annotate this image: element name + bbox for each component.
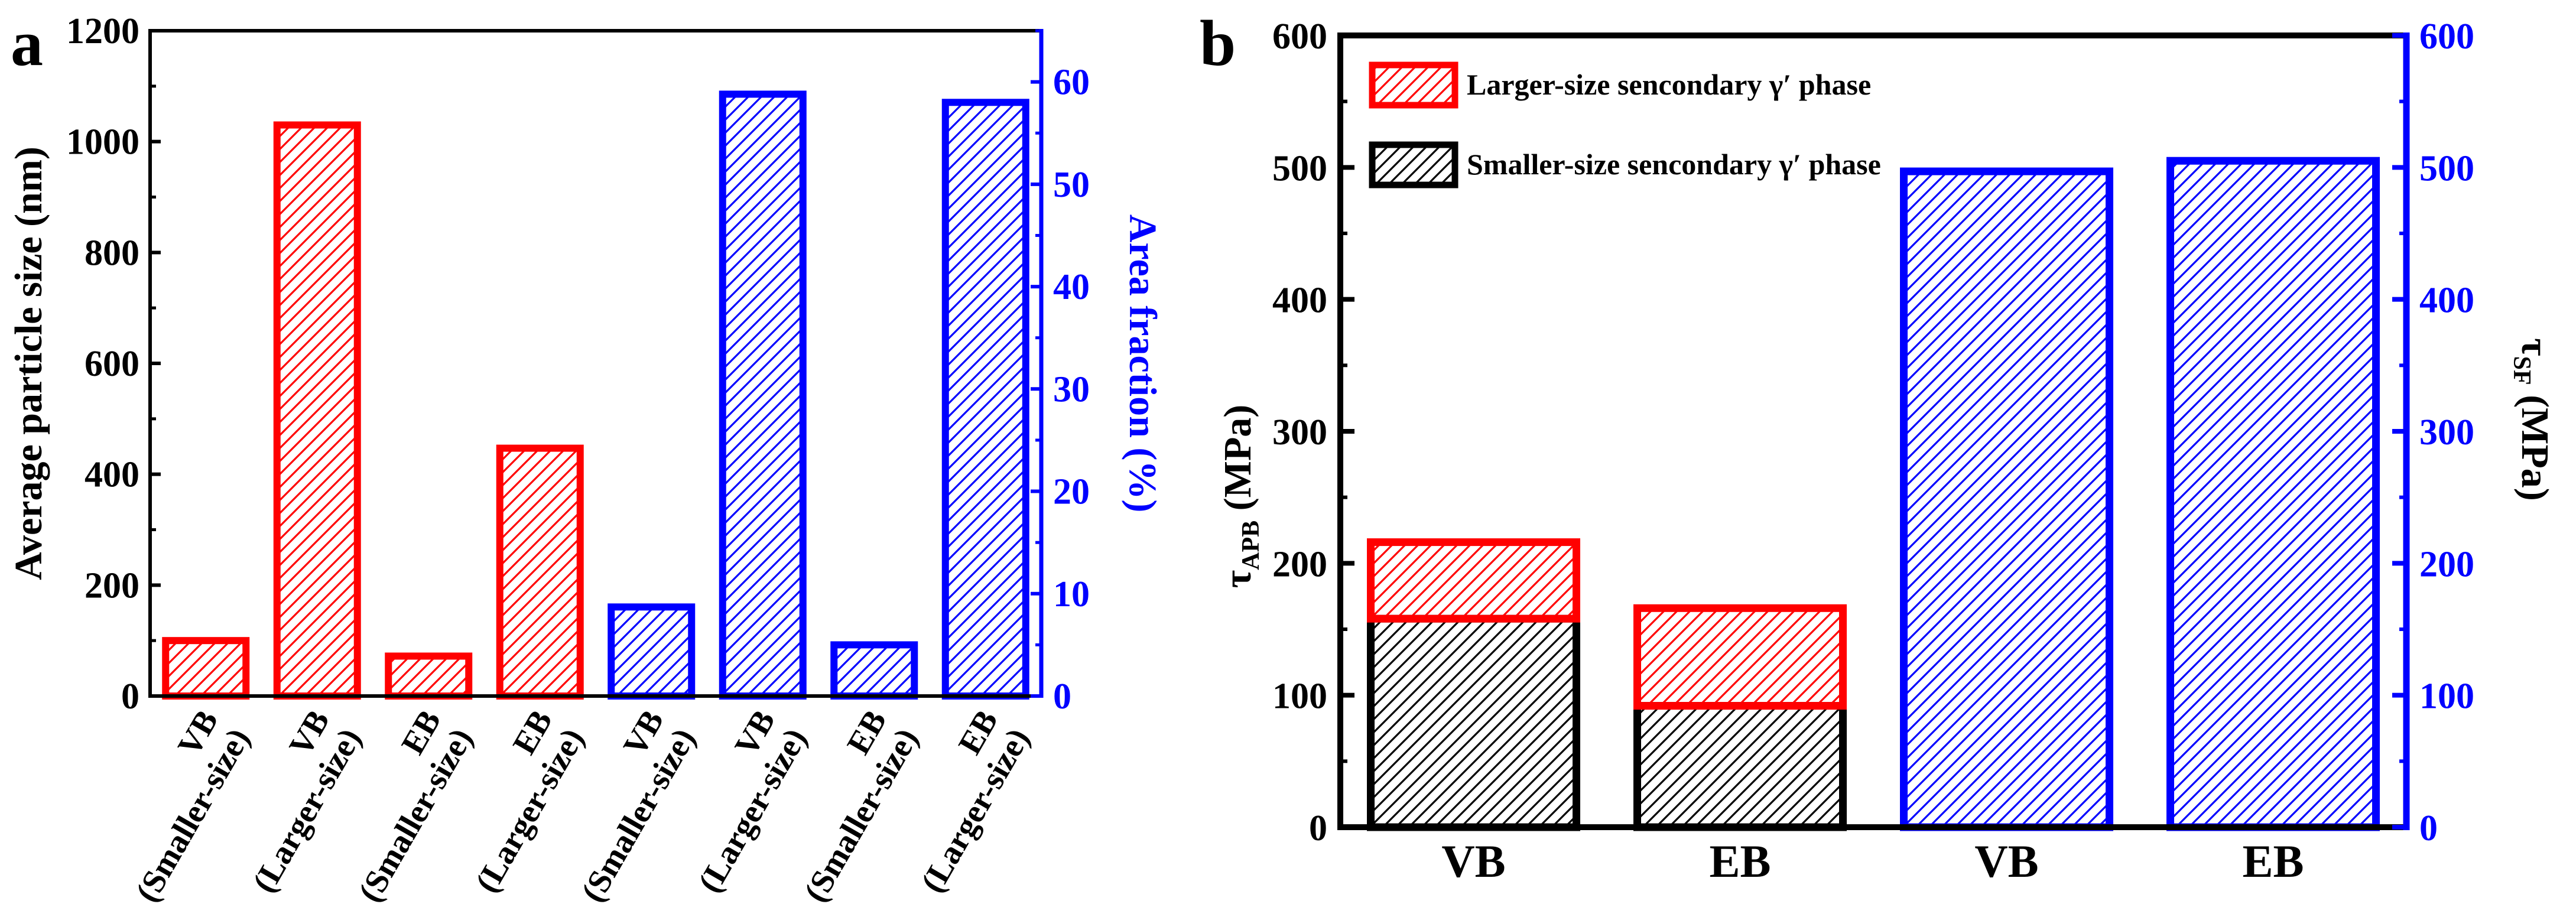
panel-b-bar-2-red bbox=[1633, 604, 1847, 710]
panel-b-right-tick-label: 200 bbox=[2419, 544, 2474, 584]
panel-a-right-tick-label: 50 bbox=[1053, 165, 1090, 205]
panel-a-left-tick-label: 0 bbox=[121, 677, 139, 717]
panel-a-bars bbox=[162, 90, 1029, 700]
panel-b-left-ticks: 0 100 200 300 400 500 600 bbox=[1272, 17, 1354, 848]
panel-a-right-tick-label: 0 bbox=[1053, 677, 1071, 717]
panel-b-right-y-axis-title-subscript: SF bbox=[2508, 356, 2535, 385]
panel-b-category-label: VB bbox=[1974, 835, 2038, 887]
panel-b-y-axis-title-unit: (MPa) bbox=[1216, 405, 1259, 521]
panel-a-right-tick-label: 60 bbox=[1053, 63, 1090, 103]
panel-b-bar-3-blue bbox=[1900, 167, 2113, 831]
panel-a-letter: a bbox=[11, 7, 43, 79]
panel-a-bar-2 bbox=[273, 121, 361, 700]
panel-a-left-tick-label: 400 bbox=[85, 455, 139, 495]
panel-b-left-tick-label: 500 bbox=[1272, 148, 1327, 188]
panel-b-right-y-axis-title-symbol: τ bbox=[2513, 338, 2556, 356]
panel-b-right-tick-label: 600 bbox=[2419, 17, 2474, 57]
panel-b-right-y-axis-title-unit: (MPa) bbox=[2513, 385, 2556, 501]
panel-a-left-tick-label: 600 bbox=[85, 344, 139, 384]
panel-a-left-tick-label: 800 bbox=[85, 233, 139, 273]
panel-b-left-tick-label: 0 bbox=[1309, 808, 1327, 848]
panel-b-y-axis-title-symbol: τ bbox=[1216, 570, 1259, 588]
panel-b-legend-swatch-black bbox=[1369, 141, 1458, 188]
panel-a-y-axis-title: Average particle size (nm) bbox=[7, 147, 50, 580]
panel-a-category-labels: VB(Smaller-size) VB(Larger-size) EB(Smalle… bbox=[129, 704, 1037, 904]
panel-b-y-axis-title: τAPB (MPa) bbox=[1216, 405, 1265, 588]
panel-a-category-label: VB(Smaller-size) bbox=[129, 704, 257, 904]
panel-a-right-tick-label: 40 bbox=[1053, 267, 1090, 307]
panel-b-left-tick-label: 100 bbox=[1272, 677, 1327, 717]
panel-a-left-tick-label: 1200 bbox=[66, 11, 139, 51]
panel-a-bar-6 bbox=[719, 90, 807, 700]
panel-b-legend-label: Smaller-size sencondary γ′ phase bbox=[1467, 148, 1881, 181]
panel-b-legend-label: Larger-size sencondary γ′ phase bbox=[1467, 68, 1871, 101]
panel-b-y-axis-title-subscript: APB bbox=[1237, 521, 1265, 570]
panel-b-right-tick-label: 400 bbox=[2419, 281, 2474, 321]
panel-b-bar-4-blue bbox=[2166, 157, 2380, 831]
panel-b-left-tick-label: 400 bbox=[1272, 281, 1327, 321]
panel-a-left-tick-label: 1000 bbox=[66, 122, 139, 162]
panel-b-category-label: EB bbox=[2242, 835, 2304, 887]
panel-a-right-ticks: 0 10 20 30 40 50 60 bbox=[1031, 29, 1090, 717]
panel-b-left-tick-label: 600 bbox=[1272, 17, 1327, 57]
panel-a-right-tick-label: 30 bbox=[1053, 369, 1090, 409]
panel-a-left-tick-label: 200 bbox=[85, 565, 139, 606]
panel-a-right-tick-label: 20 bbox=[1053, 472, 1090, 512]
panel-a-chart: 0 200 400 600 800 1000 1200 0 10 20 30 40 50 60 VB(S… bbox=[7, 11, 1164, 904]
panel-b-bars bbox=[1367, 157, 2380, 831]
panel-b-right-tick-label: 0 bbox=[2419, 808, 2438, 848]
panel-b-category-label: VB bbox=[1441, 835, 1505, 887]
panel-b-right-tick-label: 500 bbox=[2419, 148, 2474, 188]
panel-b-category-label: EB bbox=[1709, 835, 1771, 887]
panel-a-left-ticks: 0 200 400 600 800 1000 1200 bbox=[66, 11, 161, 717]
panel-b-bar-1-red bbox=[1367, 538, 1580, 623]
panel-b-bar-1-black bbox=[1367, 614, 1580, 831]
panel-b-letter: b bbox=[1200, 7, 1236, 79]
panel-a-right-tick-label: 10 bbox=[1053, 574, 1090, 614]
panel-b-category-labels: VB EB VB EB bbox=[1441, 835, 2304, 887]
panel-a-right-y-axis-title: Area fraction (%) bbox=[1121, 214, 1164, 513]
panel-b-left-tick-label: 200 bbox=[1272, 544, 1327, 584]
panel-b-right-tick-label: 100 bbox=[2419, 677, 2474, 717]
panel-b-right-y-axis-title: τSF (MPa) bbox=[2508, 338, 2556, 501]
panel-b-right-tick-label: 300 bbox=[2419, 412, 2474, 453]
panel-b-legend-swatch-red bbox=[1369, 61, 1458, 109]
panel-b-legend: Larger-size sencondary γ′ phase Smaller-s… bbox=[1369, 61, 1881, 188]
panel-a-bar-8 bbox=[941, 99, 1029, 700]
panel-b-left-tick-label: 300 bbox=[1272, 412, 1327, 453]
panel-a-bar-1 bbox=[162, 637, 250, 700]
panel-a-bar-7 bbox=[830, 641, 918, 700]
panel-b-bar-2-black bbox=[1633, 702, 1847, 831]
panel-a-bar-5 bbox=[608, 603, 696, 700]
panel-a-bar-3 bbox=[385, 652, 473, 700]
panel-b-right-ticks: 0 100 200 300 400 500 600 bbox=[2392, 17, 2474, 848]
panel-a-bar-4 bbox=[496, 444, 584, 700]
